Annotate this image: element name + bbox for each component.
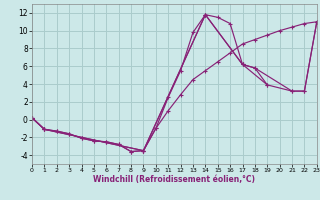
X-axis label: Windchill (Refroidissement éolien,°C): Windchill (Refroidissement éolien,°C) bbox=[93, 175, 255, 184]
